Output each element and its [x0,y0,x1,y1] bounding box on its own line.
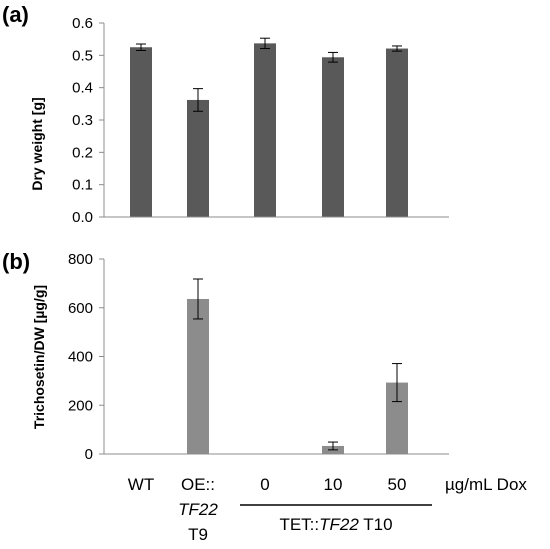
x-category-label: WT [128,475,154,494]
x-category-label: OE:: [181,475,215,494]
panel-b-y-tick-label: 600 [68,300,93,317]
x-category-label: TF22 [178,500,218,519]
dose-unit-label: µg/mL Dox [445,475,527,494]
panel-a-bar [322,57,344,218]
panel-b-y-tick-label: 800 [68,251,93,268]
panel-b-label: (b) [2,249,30,274]
panel-b-y-ticks: 0 200 400 600 800 [68,251,104,463]
group-label-prefix: TET:: [279,515,319,534]
panel-a-y-tick-label: 0.4 [72,80,93,97]
panel-b-bar [386,382,408,454]
panel-a-bar [130,47,152,217]
panel-b-y-tick-label: 200 [68,397,93,414]
panel-a-y-tick-label: 0.6 [72,15,93,32]
panel-a-y-tick-label: 0.1 [72,177,93,194]
panel-a: (a) Dry weight [g] 0.0 0.1 0.2 0.3 0.4 0.5 0.6 [2,2,449,226]
panel-b-y-tick-label: 0 [85,446,93,463]
x-category-label: T9 [188,525,208,544]
panel-a-y-tick-label: 0.5 [72,47,93,64]
panel-a-y-tick-label: 0.3 [72,112,93,129]
panel-a-bars [130,37,408,218]
panel-b-y-tick-label: 400 [68,349,93,366]
panel-a-y-tick-label: 0.0 [72,209,93,226]
x-category-label: 0 [260,475,269,494]
panel-a-y-axis-label: Dry weight [g] [29,97,45,190]
panel-a-label: (a) [2,2,29,27]
panel-a-bar [254,43,276,218]
group-label-gene: TF22 [319,515,359,534]
panel-a-bar [386,48,408,217]
panel-a-bar [187,99,209,217]
panel-b-y-axis-label: Trichosetin/DW [µg/g] [31,285,47,429]
panel-b: (b) Trichosetin/DW [µg/g] 0 200 400 600 800 [2,249,449,463]
group-label: TET::TF22 T10 [279,515,392,534]
panel-b-bar [187,298,209,454]
panel-a-y-tick-label: 0.2 [72,144,93,161]
panel-b-bars [187,278,408,454]
x-category-label: 10 [324,475,343,494]
x-category-label: 50 [388,475,407,494]
panel-a-y-ticks: 0.0 0.1 0.2 0.3 0.4 0.5 0.6 [72,15,104,226]
group-label-suffix: T10 [359,515,393,534]
